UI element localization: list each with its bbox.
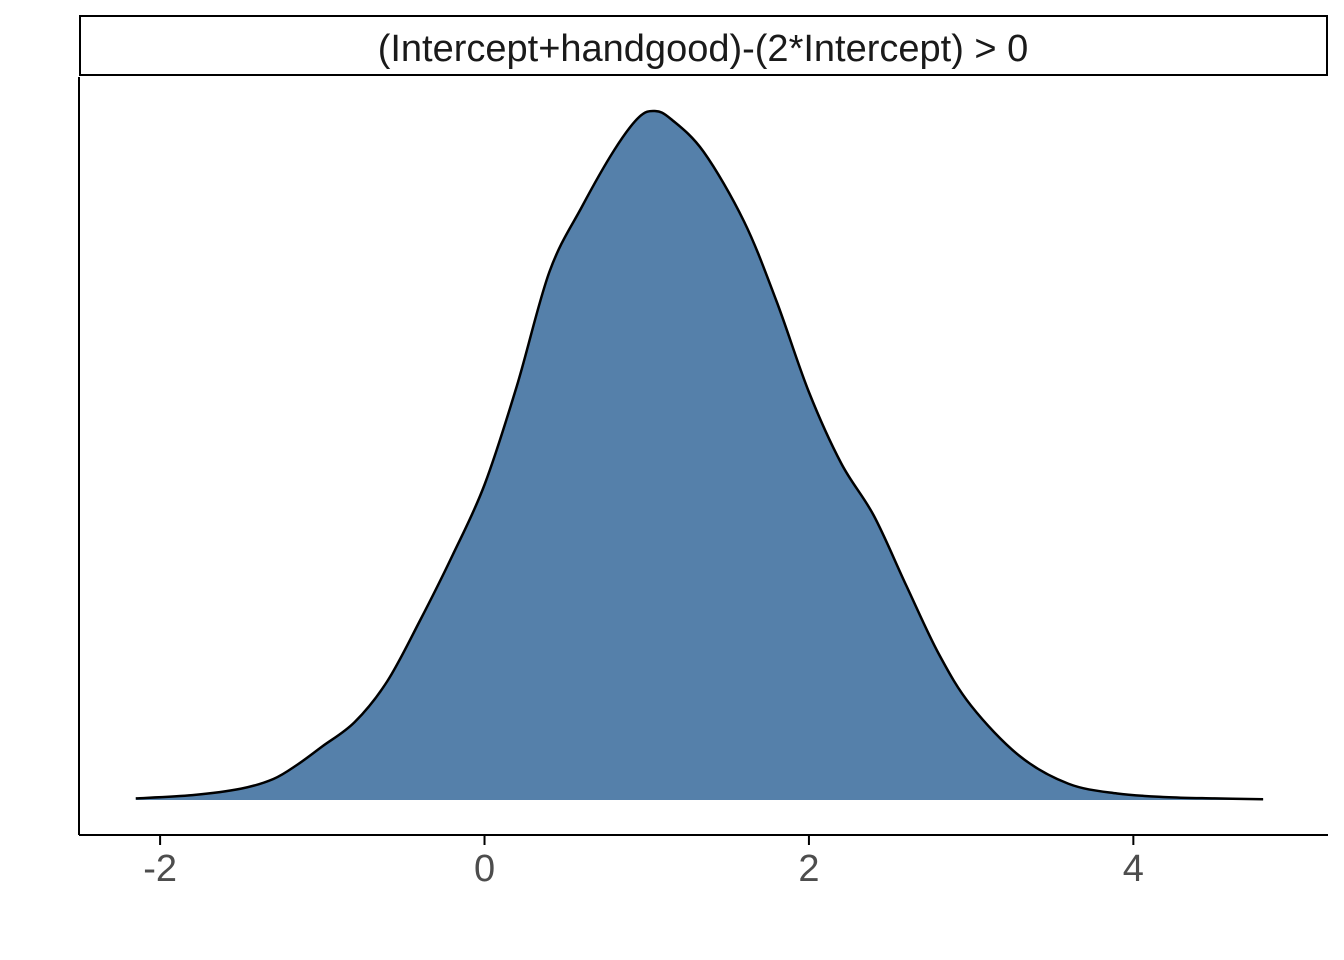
strip-title: (Intercept+handgood)-(2*Intercept) > 0 [378, 28, 1029, 70]
x-tick-label: 4 [1123, 848, 1144, 890]
x-axis-ticks: -2 0 2 4 [143, 835, 1144, 890]
density-area [135, 110, 1264, 800]
x-tick-label: 0 [474, 848, 495, 890]
x-tick-label: -2 [143, 848, 177, 890]
density-line [135, 109, 1264, 801]
x-tick-label: 2 [798, 848, 819, 890]
plot-area [135, 109, 1264, 801]
strip-box [79, 15, 1328, 76]
